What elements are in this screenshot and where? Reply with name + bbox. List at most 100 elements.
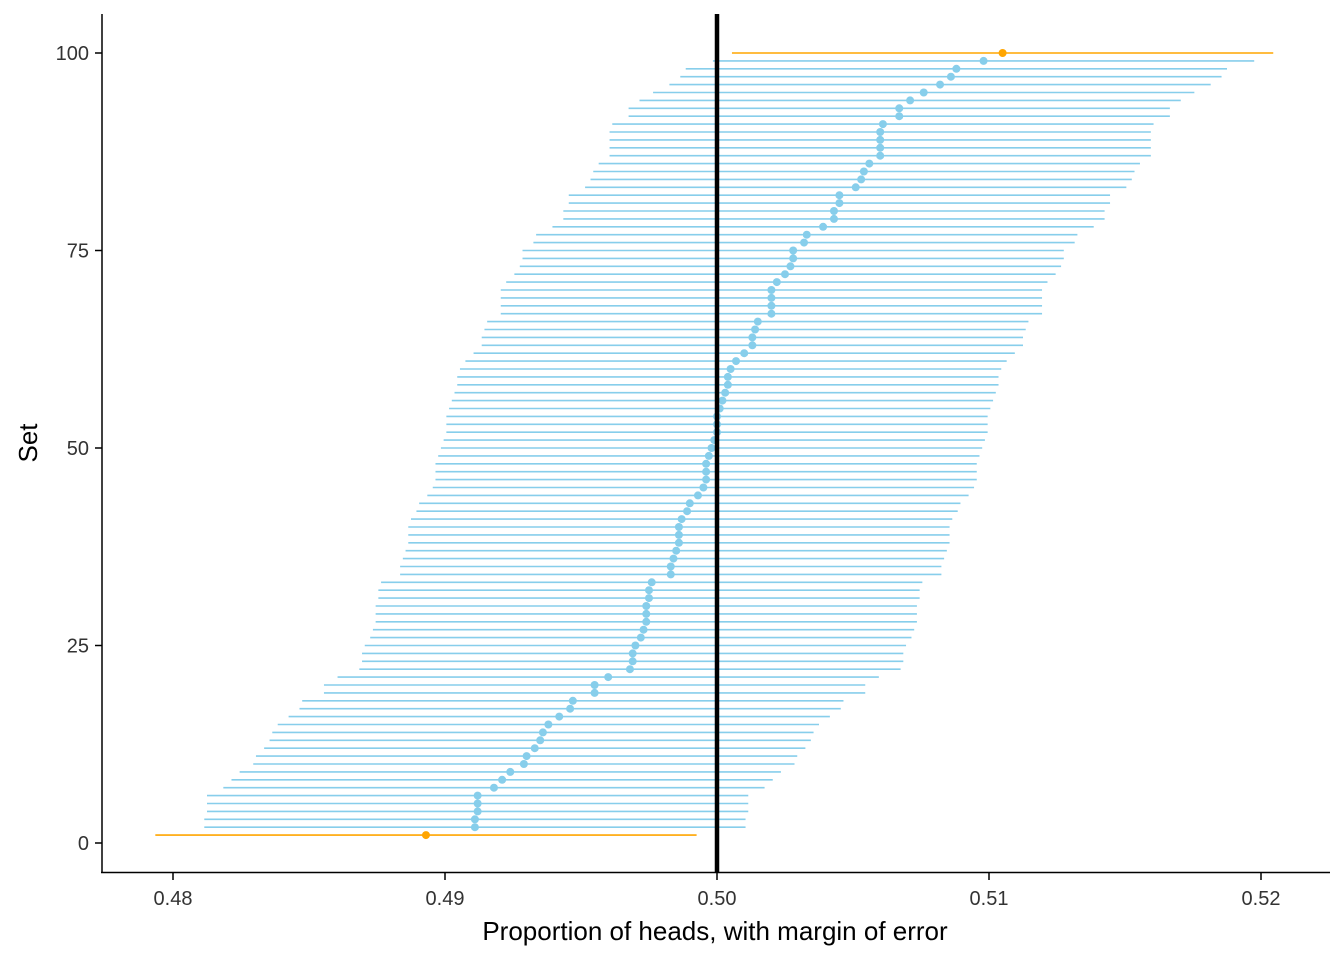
interval-point [857,175,866,184]
interval-point [829,207,838,215]
interval-point [604,673,613,682]
x-tick-label: 0.49 [426,888,465,910]
interval-point [666,562,675,571]
interval-point [829,214,838,223]
interval-point [767,293,776,302]
interval-point [876,151,885,160]
interval-point [642,617,651,626]
interval-point [878,120,887,129]
interval-point [672,546,681,555]
interval-point [723,372,732,381]
interval-point [538,728,547,737]
interval-point [544,720,553,729]
interval-point [876,135,885,144]
interval-point [625,665,634,674]
interval-point [835,191,844,200]
interval-point [767,301,776,310]
interval-point [645,586,653,595]
interval-point [876,128,885,136]
interval-point [979,56,988,65]
interval-point [674,530,683,539]
interval-point [421,831,430,840]
interval-point [936,80,945,89]
y-axis-title: Set [13,423,43,463]
interval-point [767,309,776,318]
interval-point [699,483,708,492]
interval-point [522,752,531,761]
interval-point [919,88,928,97]
interval-point [498,775,507,784]
interval-point [704,451,713,460]
interval-point [519,760,528,768]
interval-point [772,278,781,287]
interval-point [628,649,637,658]
x-tick-label: 0.48 [154,888,193,910]
interval-point [702,467,711,476]
interval-point [707,444,716,452]
interval-point [677,515,686,524]
interval-point [631,641,640,650]
x-tick-label: 0.50 [698,888,737,910]
interval-point [751,325,760,334]
interval-point [628,657,637,666]
interval-point [895,104,904,113]
interval-point [748,341,757,350]
y-tick-label: 0 [78,833,89,855]
interval-point [473,791,482,800]
interval-point [859,167,868,176]
interval-point [726,365,735,373]
interval-point [802,230,811,239]
interval-point [718,396,727,405]
y-tick-label: 100 [56,43,89,65]
interval-point [683,507,692,516]
interval-point [767,286,776,294]
interval-point [865,159,874,168]
interval-point [590,688,599,697]
y-tick-label: 50 [67,438,89,460]
interval-point [536,736,545,745]
interval-point [645,594,653,603]
interval-point [786,262,795,271]
interval-point [470,823,479,832]
interval-point [693,491,702,500]
interval-point [781,270,789,279]
interval-point [642,609,651,618]
interval-point [946,72,955,81]
y-tick-label: 25 [67,636,89,658]
y-ticks: 0 25 50 75 100 [56,43,102,855]
interval-point [674,538,683,547]
interval-point [753,317,762,326]
interval-point [639,625,648,634]
interval-point [555,712,564,721]
interval-point [748,333,757,342]
interval-point [721,388,730,397]
interval-point [566,704,575,713]
interval-point [723,380,732,389]
interval-point [669,554,678,563]
interval-point [800,238,809,247]
interval-point [530,744,539,753]
interval-point [732,357,741,366]
interval-point [647,578,656,587]
x-axis-title: Proportion of heads, with margin of erro… [482,916,948,946]
interval-point [590,681,599,689]
interval-point [895,112,904,121]
interval-point [473,807,482,816]
interval-point [470,815,479,824]
interval-point [835,199,844,208]
interval-point [702,459,711,468]
interval-point [685,499,694,508]
interval-point [952,64,961,73]
interval-point [568,696,577,705]
x-tick-label: 0.52 [1242,888,1281,910]
x-tick-label: 0.51 [970,888,1009,910]
interval-point [819,222,828,231]
interval-point [506,767,515,776]
interval-marks [155,14,1274,872]
interval-point [906,96,915,105]
interval-point [789,254,798,263]
interval-point [851,183,860,192]
x-ticks: 0.48 0.49 0.50 0.51 0.52 [154,873,1281,910]
interval-point [473,799,482,808]
